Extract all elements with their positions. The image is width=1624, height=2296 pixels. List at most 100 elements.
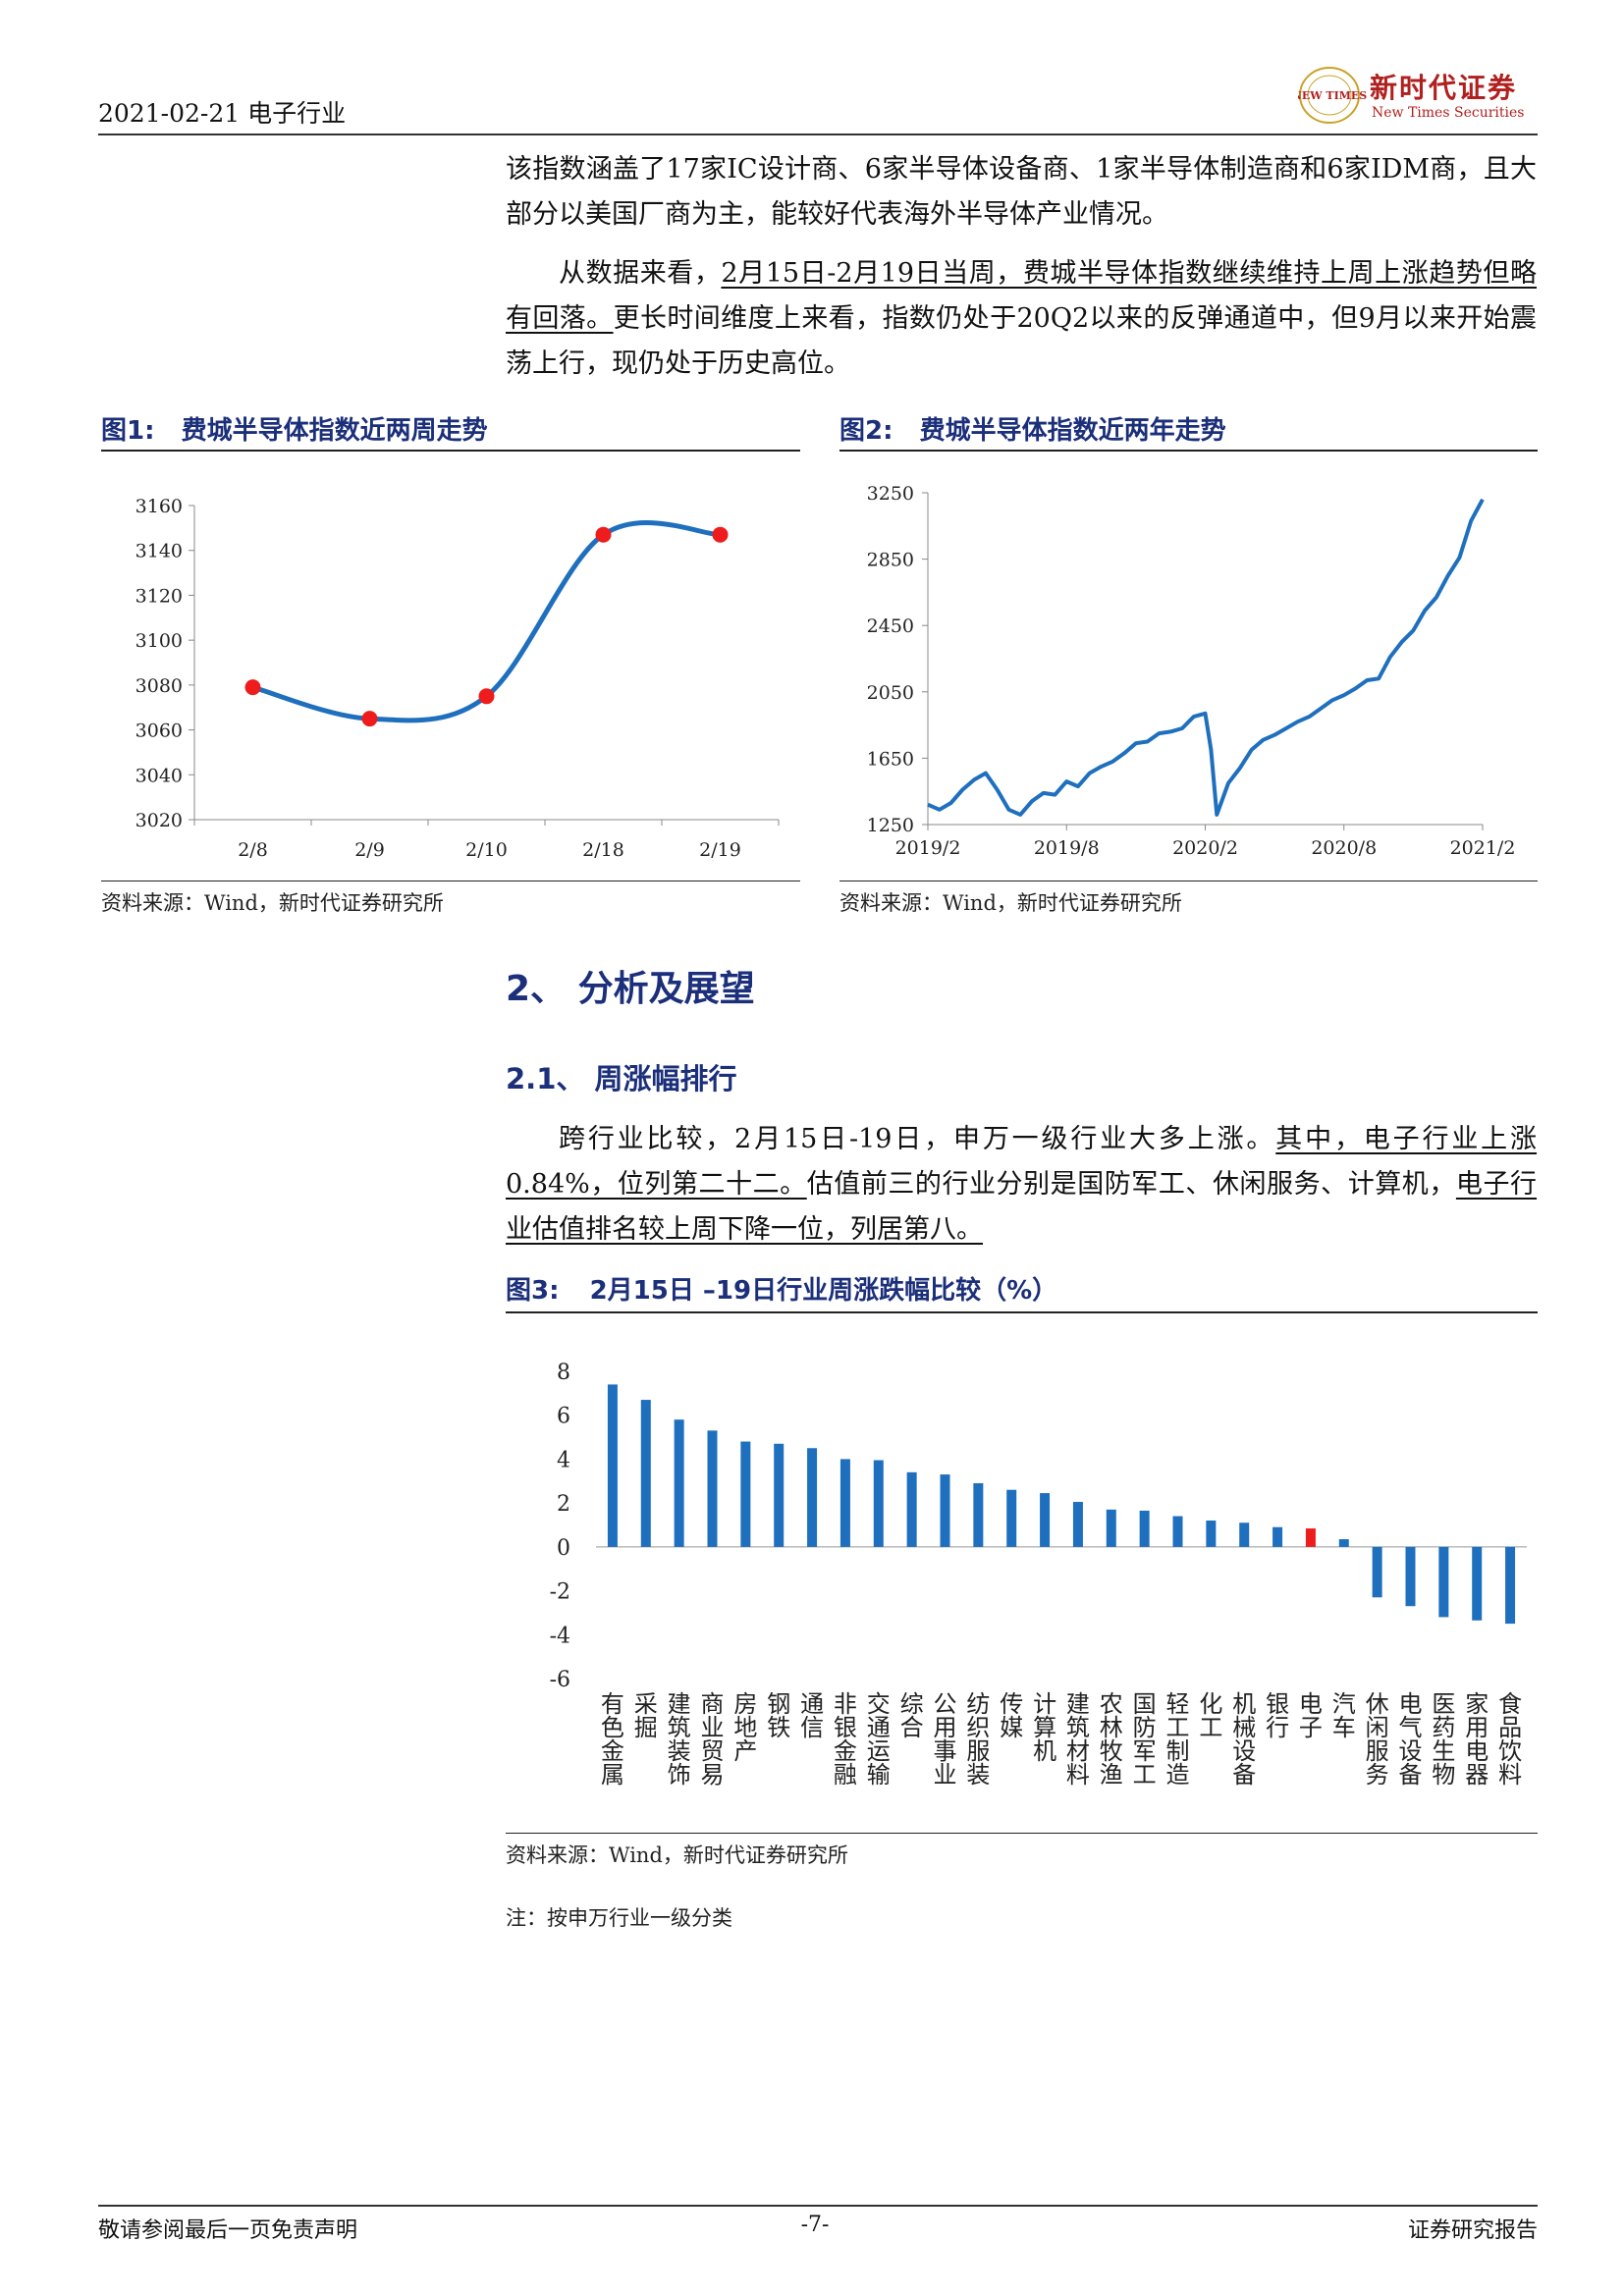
y-tick-label: 3250 [867, 483, 914, 505]
series-line [927, 498, 1485, 817]
section-2-1-heading: 2.1、 周涨幅排行 [506, 1062, 737, 1095]
y-tick-label: 3160 [135, 496, 183, 517]
bar [807, 1448, 818, 1547]
x-category-label: 汽车 [1332, 1690, 1356, 1741]
x-tick-label: 2020/2 [1172, 837, 1238, 859]
logo-english-name: New Times Securities [1372, 105, 1525, 121]
header-rule [98, 133, 1538, 135]
bar [1072, 1502, 1083, 1547]
x-tick-label: 2019/8 [1034, 837, 1100, 859]
y-tick-label: 3020 [135, 810, 183, 831]
x-category-label: 银行 [1266, 1690, 1289, 1741]
x-category-label: 国防军工 [1133, 1690, 1157, 1789]
x-category-label: 传媒 [1000, 1690, 1023, 1741]
fig2-label: 图2: [839, 416, 893, 446]
fig3-top-rule [506, 1311, 1538, 1313]
bar [1172, 1516, 1183, 1547]
x-category-label: 建筑装饰 [668, 1690, 691, 1789]
data-point [712, 526, 729, 543]
header-date-industry: 2021-02-21 电子行业 [98, 99, 347, 128]
bar [1139, 1510, 1150, 1547]
y-tick-label: 1650 [867, 748, 914, 770]
fig1-top-rule [101, 450, 800, 452]
x-category-label: 农林牧渔 [1100, 1690, 1123, 1789]
x-category-label: 医药生物 [1432, 1690, 1455, 1789]
footer-report-type: 证券研究报告 [1407, 2218, 1538, 2243]
fig3-label: 图3: [506, 1276, 560, 1306]
x-category-label: 钢铁 [767, 1690, 790, 1741]
x-category-label: 采掘 [634, 1690, 658, 1741]
bar [674, 1419, 684, 1547]
bar [1305, 1528, 1316, 1547]
data-point [595, 526, 612, 543]
x-category-label: 电子 [1299, 1690, 1323, 1741]
x-category-label: 电气设备 [1399, 1690, 1423, 1789]
bar [1338, 1539, 1349, 1547]
y-tick-label: -2 [550, 1580, 570, 1605]
fig2-top-rule [839, 450, 1538, 452]
x-tick-label: 2/10 [465, 839, 508, 861]
bar [873, 1460, 884, 1547]
x-category-label: 食品饮料 [1498, 1690, 1522, 1789]
fig1-title: 图1: 费城半导体指数近两周走势 [101, 410, 488, 447]
fig2-line-chart: 1250 1650 2050 2450 2850 3250 2019/2 2019/8 2020… [867, 483, 1516, 859]
bar [1438, 1546, 1449, 1618]
x-tick-label: 2/19 [699, 839, 741, 861]
x-category-label: 家用电器 [1465, 1690, 1489, 1789]
bar [1206, 1521, 1217, 1547]
p2-lead: 从数据来看， [559, 258, 722, 289]
bar [1006, 1489, 1017, 1547]
logo-mark-text: NEW TIMES [1298, 89, 1367, 102]
logo-company-name: 新时代证券 [1370, 72, 1518, 104]
fig1-source: 资料来源：Wind，新时代证券研究所 [101, 891, 444, 915]
fig3-bar-chart: -6 -4 -2 0 2 4 6 8 有色金属采掘建筑装饰商业贸易房地产钢铁通信非银金融交通运输… [550, 1361, 1527, 1789]
fig3-title-text: 2月15日 –19日行业周涨跌幅比较（%） [589, 1276, 1058, 1306]
x-category-label: 房地产 [733, 1690, 757, 1765]
bar [1472, 1546, 1483, 1621]
intro-paragraph-1: 该指数涵盖了17家IC设计商、6家半导体设备商、1家半导体制造商和6家IDM商，… [506, 154, 1537, 230]
x-category-label: 休闲服务 [1366, 1690, 1389, 1789]
x-category-label: 商业贸易 [701, 1690, 725, 1789]
y-tick-label: 3120 [135, 585, 183, 607]
x-category-label: 轻工制造 [1166, 1690, 1190, 1789]
x-category-label: 计算机 [1033, 1690, 1056, 1765]
y-tick-label: 2450 [867, 615, 914, 637]
s21-lead: 跨行业比较，2月15日-19日，申万一级行业大多上涨。 [559, 1124, 1276, 1154]
x-category-label: 交通运输 [867, 1690, 891, 1789]
bar [1372, 1546, 1382, 1598]
bar [1272, 1526, 1283, 1547]
y-tick-label: 2 [557, 1492, 570, 1517]
bar [1106, 1509, 1116, 1547]
bar [1239, 1522, 1250, 1547]
section-2-heading: 2、 分析及展望 [506, 969, 755, 1009]
x-category-label: 有色金属 [601, 1690, 624, 1789]
x-tick-label: 2019/2 [895, 837, 961, 859]
bar [1040, 1493, 1051, 1547]
fig2-title-text: 费城半导体指数近两年走势 [919, 416, 1226, 446]
footer-rule [98, 2205, 1538, 2207]
x-category-label: 纺织服装 [966, 1690, 990, 1789]
y-tick-label: 4 [557, 1448, 570, 1472]
bar [607, 1384, 618, 1547]
s21-mid: 估值前三的行业分别是国防军工、休闲服务、计算机， [806, 1169, 1456, 1200]
y-tick-label: 3080 [135, 675, 183, 697]
x-category-label: 机械设备 [1232, 1690, 1256, 1789]
data-point [478, 688, 495, 705]
y-tick-label: 8 [557, 1361, 570, 1385]
fig3-source: 资料来源：Wind，新时代证券研究所 [506, 1843, 848, 1867]
bar [707, 1430, 718, 1547]
section-2-1-paragraph: 跨行业比较，2月15日-19日，申万一级行业大多上涨。其中，电子行业上涨0.84… [506, 1117, 1537, 1253]
x-tick-label: 2020/8 [1311, 837, 1377, 859]
fig2-source: 资料来源：Wind，新时代证券研究所 [839, 891, 1182, 915]
y-tick-label: 3100 [135, 630, 183, 652]
y-tick-label: 1250 [867, 815, 914, 836]
y-tick-label: 3060 [135, 721, 183, 742]
bar [839, 1459, 850, 1547]
data-point [361, 711, 378, 727]
fig3-bottom-rule [506, 1833, 1538, 1834]
bar [906, 1471, 917, 1547]
fig1-title-text: 费城半导体指数近两周走势 [181, 416, 488, 446]
x-category-label: 公用事业 [934, 1690, 957, 1789]
intro-paragraph-2: 从数据来看，2月15日-2月19日当周，费城半导体指数继续维持上周上涨趋势但略有… [506, 251, 1537, 387]
y-tick-label: 2050 [867, 682, 914, 704]
